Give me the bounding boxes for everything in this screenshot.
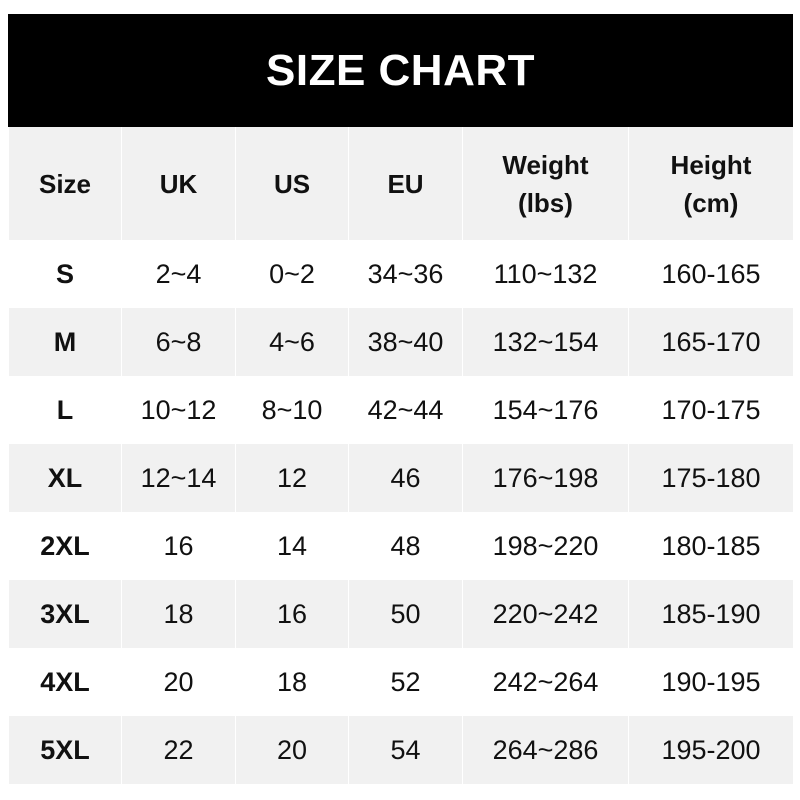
- table-row: M 6~8 4~6 38~40 132~154 165-170: [8, 308, 794, 376]
- cell-us: 12: [235, 444, 349, 512]
- cell-size: 4XL: [8, 648, 122, 716]
- table-row: 3XL 18 16 50 220~242 185-190: [8, 580, 794, 648]
- size-chart-title: SIZE CHART: [8, 14, 793, 127]
- header-row: Size UK US EU Weight (lbs) Height (cm): [8, 127, 794, 240]
- cell-weight: 220~242: [462, 580, 629, 648]
- cell-weight: 154~176: [462, 376, 629, 444]
- table-row: 2XL 16 14 48 198~220 180-185: [8, 512, 794, 580]
- cell-uk: 10~12: [121, 376, 236, 444]
- cell-height: 165-170: [628, 308, 794, 376]
- column-header-size: Size: [8, 127, 122, 240]
- column-header-weight: Weight (lbs): [462, 127, 629, 240]
- cell-size: L: [8, 376, 122, 444]
- cell-us: 18: [235, 648, 349, 716]
- cell-size: 5XL: [8, 716, 122, 784]
- table-row: L 10~12 8~10 42~44 154~176 170-175: [8, 376, 794, 444]
- cell-uk: 2~4: [121, 240, 236, 308]
- cell-uk: 6~8: [121, 308, 236, 376]
- cell-us: 20: [235, 716, 349, 784]
- table-row: 5XL 22 20 54 264~286 195-200: [8, 716, 794, 784]
- cell-us: 16: [235, 580, 349, 648]
- column-header-eu: EU: [348, 127, 463, 240]
- cell-size: XL: [8, 444, 122, 512]
- cell-us: 4~6: [235, 308, 349, 376]
- cell-height: 180-185: [628, 512, 794, 580]
- table-row: 4XL 20 18 52 242~264 190-195: [8, 648, 794, 716]
- cell-eu: 46: [348, 444, 463, 512]
- cell-size: 3XL: [8, 580, 122, 648]
- cell-uk: 18: [121, 580, 236, 648]
- cell-eu: 54: [348, 716, 463, 784]
- cell-eu: 38~40: [348, 308, 463, 376]
- cell-height: 175-180: [628, 444, 794, 512]
- column-header-us: US: [235, 127, 349, 240]
- column-header-uk: UK: [121, 127, 236, 240]
- cell-weight: 242~264: [462, 648, 629, 716]
- cell-eu: 48: [348, 512, 463, 580]
- cell-us: 8~10: [235, 376, 349, 444]
- cell-us: 14: [235, 512, 349, 580]
- cell-height: 170-175: [628, 376, 794, 444]
- cell-size: 2XL: [8, 512, 122, 580]
- cell-weight: 176~198: [462, 444, 629, 512]
- table-row: XL 12~14 12 46 176~198 175-180: [8, 444, 794, 512]
- cell-uk: 12~14: [121, 444, 236, 512]
- cell-weight: 132~154: [462, 308, 629, 376]
- cell-size: S: [8, 240, 122, 308]
- cell-height: 190-195: [628, 648, 794, 716]
- cell-size: M: [8, 308, 122, 376]
- size-table: Size UK US EU Weight (lbs) Height (cm) S 2~4 0~…: [8, 127, 794, 784]
- column-header-height: Height (cm): [628, 127, 794, 240]
- cell-eu: 52: [348, 648, 463, 716]
- cell-height: 185-190: [628, 580, 794, 648]
- cell-weight: 198~220: [462, 512, 629, 580]
- cell-height: 160-165: [628, 240, 794, 308]
- cell-height: 195-200: [628, 716, 794, 784]
- cell-eu: 50: [348, 580, 463, 648]
- cell-eu: 34~36: [348, 240, 463, 308]
- cell-weight: 264~286: [462, 716, 629, 784]
- cell-uk: 16: [121, 512, 236, 580]
- cell-us: 0~2: [235, 240, 349, 308]
- cell-weight: 110~132: [462, 240, 629, 308]
- cell-uk: 20: [121, 648, 236, 716]
- cell-eu: 42~44: [348, 376, 463, 444]
- cell-uk: 22: [121, 716, 236, 784]
- table-row: S 2~4 0~2 34~36 110~132 160-165: [8, 240, 794, 308]
